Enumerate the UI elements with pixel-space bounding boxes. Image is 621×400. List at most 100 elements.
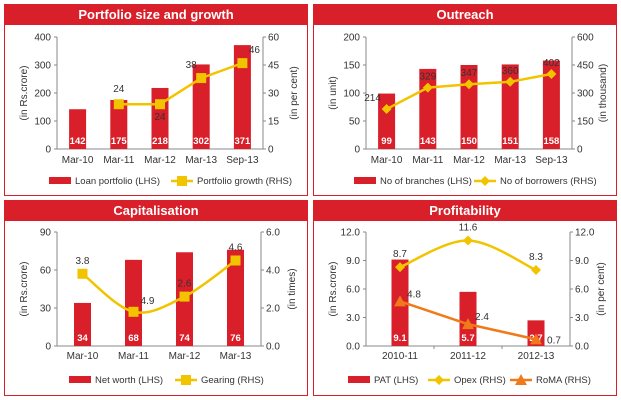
bar [192, 64, 210, 149]
line-value-label: 360 [502, 66, 519, 77]
chart-profitability: 0.0 3.0 6.0 9.0 12.0 0.0 3.0 6.0 9.0 12.0 (in Rs.c… [328, 223, 607, 386]
series-marker [462, 318, 474, 330]
legend-label: PAT (LHS) [374, 375, 418, 386]
bar [460, 65, 478, 149]
series-marker [179, 291, 190, 302]
bar-value-label: 142 [70, 136, 86, 147]
y-tick-label-right: 0.0 [266, 342, 280, 353]
x-tick-label: Mar-11 [103, 155, 134, 166]
y-axis-label-left: (in Rs.crore) [19, 261, 30, 316]
y-tick-label-right: 0.0 [575, 342, 589, 353]
legend-marker [480, 176, 490, 186]
y-tick-label-right: 300 [577, 89, 594, 100]
y-tick-label-right: 0 [577, 145, 583, 156]
series-marker [394, 295, 406, 307]
line-value-label: 4.8 [407, 289, 421, 300]
series-marker [464, 79, 474, 90]
y-tick-label-right: 150 [577, 117, 594, 128]
bar [125, 259, 142, 346]
y-tick-label-right: 15 [268, 117, 280, 128]
legend-label: No of branches (LHS) [380, 176, 472, 187]
series-marker [128, 306, 139, 317]
bar-value-label: 34 [77, 333, 88, 344]
line-value-label: 24 [154, 112, 166, 123]
legend-swatch [348, 376, 370, 383]
line-value-label: 8.3 [529, 252, 543, 263]
x-tick-label: 2010-11 [382, 351, 418, 362]
bar-value-label: 99 [381, 136, 392, 147]
y-tick-label-right: 9.0 [575, 256, 589, 267]
y-tick-label-left: 100 [343, 89, 360, 100]
bar-value-label: 74 [179, 333, 190, 344]
bar-value-label: 9.1 [393, 333, 407, 344]
x-tick-label: Mar-11 [118, 351, 149, 362]
y-tick-label-left: 150 [343, 61, 360, 72]
panel-profitability: Profitability 0.0 3.0 6.0 9.0 12.0 0.0 3.0 6.0 9… [313, 200, 617, 396]
line-value-label: 38 [186, 60, 198, 71]
y-tick-label-left: 3.0 [346, 313, 360, 324]
panel-title: Outreach [314, 5, 616, 25]
panel-outreach: Outreach 0 50 100 150 200 0 150 300 450 600 (in un… [313, 4, 617, 196]
bar-value-label: 5.7 [461, 333, 474, 344]
line-value-label: 8.7 [393, 249, 407, 260]
legend-label: No of borrowers (RHS) [500, 176, 597, 187]
series-marker [463, 235, 473, 246]
line-value-label: 214 [364, 93, 381, 104]
legend-label: Net worth (LHS) [95, 375, 163, 386]
y-tick-label-left: 6.0 [346, 285, 360, 296]
series-marker [196, 73, 207, 84]
y-tick-label-left: 90 [40, 228, 52, 239]
bar [233, 45, 251, 150]
y-tick-label-right: 12.0 [575, 228, 595, 239]
series-line [81, 259, 237, 314]
line-value-label: 3.8 [76, 256, 90, 267]
bar-value-label: 218 [152, 136, 168, 147]
x-tick-label: Mar-10 [67, 351, 99, 362]
y-axis-label-left: (in unit) [328, 76, 339, 109]
chart-portfolio: 0 100 200 300 400 0 15 30 45 60 (in Rs.crore) (in p… [19, 33, 300, 188]
line-value-label: 11.6 [459, 223, 478, 234]
bar [110, 100, 128, 149]
series-marker [530, 333, 542, 345]
series-marker [113, 99, 124, 110]
x-tick-label: Mar-13 [220, 351, 252, 362]
line-value-label: 0.7 [547, 335, 561, 346]
legend-label: Opex (RHS) [454, 375, 506, 386]
y-tick-label-left: 0 [45, 145, 51, 156]
line-value-label: 24 [113, 84, 125, 95]
panel-title: Portfolio size and growth [5, 5, 307, 25]
series-marker [230, 255, 241, 266]
panel-title: Profitability [314, 201, 616, 221]
legend-marker [181, 375, 191, 385]
y-tick-label-left: 0 [354, 145, 360, 156]
x-tick-label: Sep-13 [535, 155, 568, 166]
line-value-label: 402 [543, 58, 560, 69]
legend-swatch [69, 376, 91, 383]
legend-swatch [49, 177, 71, 184]
bar-value-label: 143 [420, 136, 436, 147]
panel-capitalisation: Capitalisation 0 30 60 90 0.0 2.0 4.0 6.0 (in Rs… [4, 200, 308, 396]
x-tick-label: Mar-13 [185, 155, 217, 166]
y-tick-label-left: 300 [34, 61, 51, 72]
series-marker [546, 68, 557, 79]
series-marker [531, 265, 541, 275]
chart-outreach: 0 50 100 150 200 0 150 300 450 600 (in unit) (in th… [328, 33, 609, 188]
bar-value-label: 151 [502, 136, 519, 147]
x-tick-label: Mar-10 [371, 155, 403, 166]
bar-value-label: 302 [193, 136, 209, 147]
legend-swatch [354, 177, 376, 184]
y-tick-label-left: 50 [349, 117, 361, 128]
y-tick-label-right: 4.0 [266, 266, 280, 277]
line-value-label: 329 [419, 72, 436, 83]
y-tick-label-left: 60 [40, 266, 52, 277]
y-tick-label-right: 0 [268, 145, 274, 156]
panel-title: Capitalisation [5, 201, 307, 221]
bar [501, 64, 519, 149]
x-tick-label: 2011-12 [450, 351, 486, 362]
legend-label: Gearing (RHS) [201, 375, 264, 386]
y-tick-label-right: 2.0 [266, 304, 280, 315]
line-value-label: 2.4 [475, 312, 489, 323]
series-line [118, 61, 243, 106]
y-tick-label-left: 0.0 [346, 342, 360, 353]
bar [227, 249, 244, 346]
